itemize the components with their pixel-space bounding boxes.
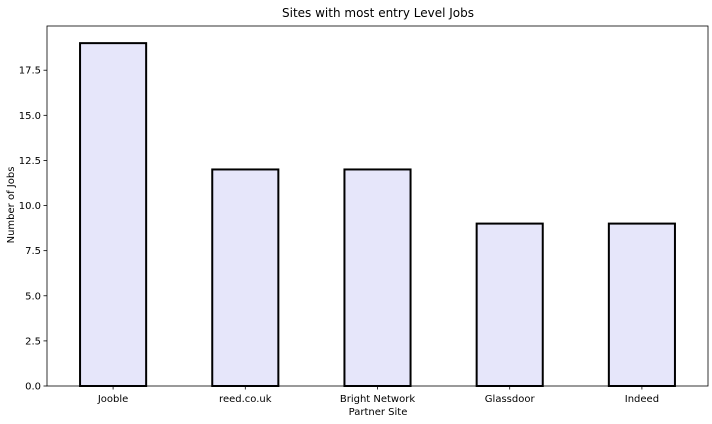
y-tick-label: 2.5 xyxy=(25,336,41,347)
y-tick-label: 0.0 xyxy=(25,382,41,393)
y-tick-label: 12.5 xyxy=(19,156,41,167)
y-axis: 0.0 2.5 5.0 7.5 10.0 12.5 15.0 17.5 xyxy=(19,66,47,393)
x-axis: Jooble reed.co.uk Bright Network Glassdoor I… xyxy=(97,386,659,405)
bar xyxy=(211,168,280,387)
y-tick-label: 7.5 xyxy=(25,246,41,257)
y-tick-label: 15.0 xyxy=(19,111,41,122)
chart-title: Sites with most entry Level Jobs xyxy=(282,6,474,20)
x-tick-label: reed.co.uk xyxy=(219,394,272,405)
x-tick-label: Glassdoor xyxy=(485,394,536,405)
y-tick-label: 17.5 xyxy=(19,66,41,77)
y-tick-label: 10.0 xyxy=(19,201,41,212)
y-axis-label: Number of Jobs xyxy=(6,167,17,244)
plot-area: 0.0 2.5 5.0 7.5 10.0 12.5 15.0 17.5 Jooble reed.… xyxy=(19,25,709,405)
bars xyxy=(79,42,676,387)
x-axis-label: Partner Site xyxy=(349,407,408,418)
bar xyxy=(607,222,676,387)
bar xyxy=(79,42,148,387)
x-tick-label: Indeed xyxy=(625,394,659,405)
spines xyxy=(46,25,709,387)
bar xyxy=(475,222,544,387)
y-tick-label: 5.0 xyxy=(25,291,41,302)
x-tick-label: Bright Network xyxy=(340,394,415,405)
plot-frame xyxy=(46,25,709,387)
bar xyxy=(343,168,412,387)
x-tick-label: Jooble xyxy=(97,394,128,405)
